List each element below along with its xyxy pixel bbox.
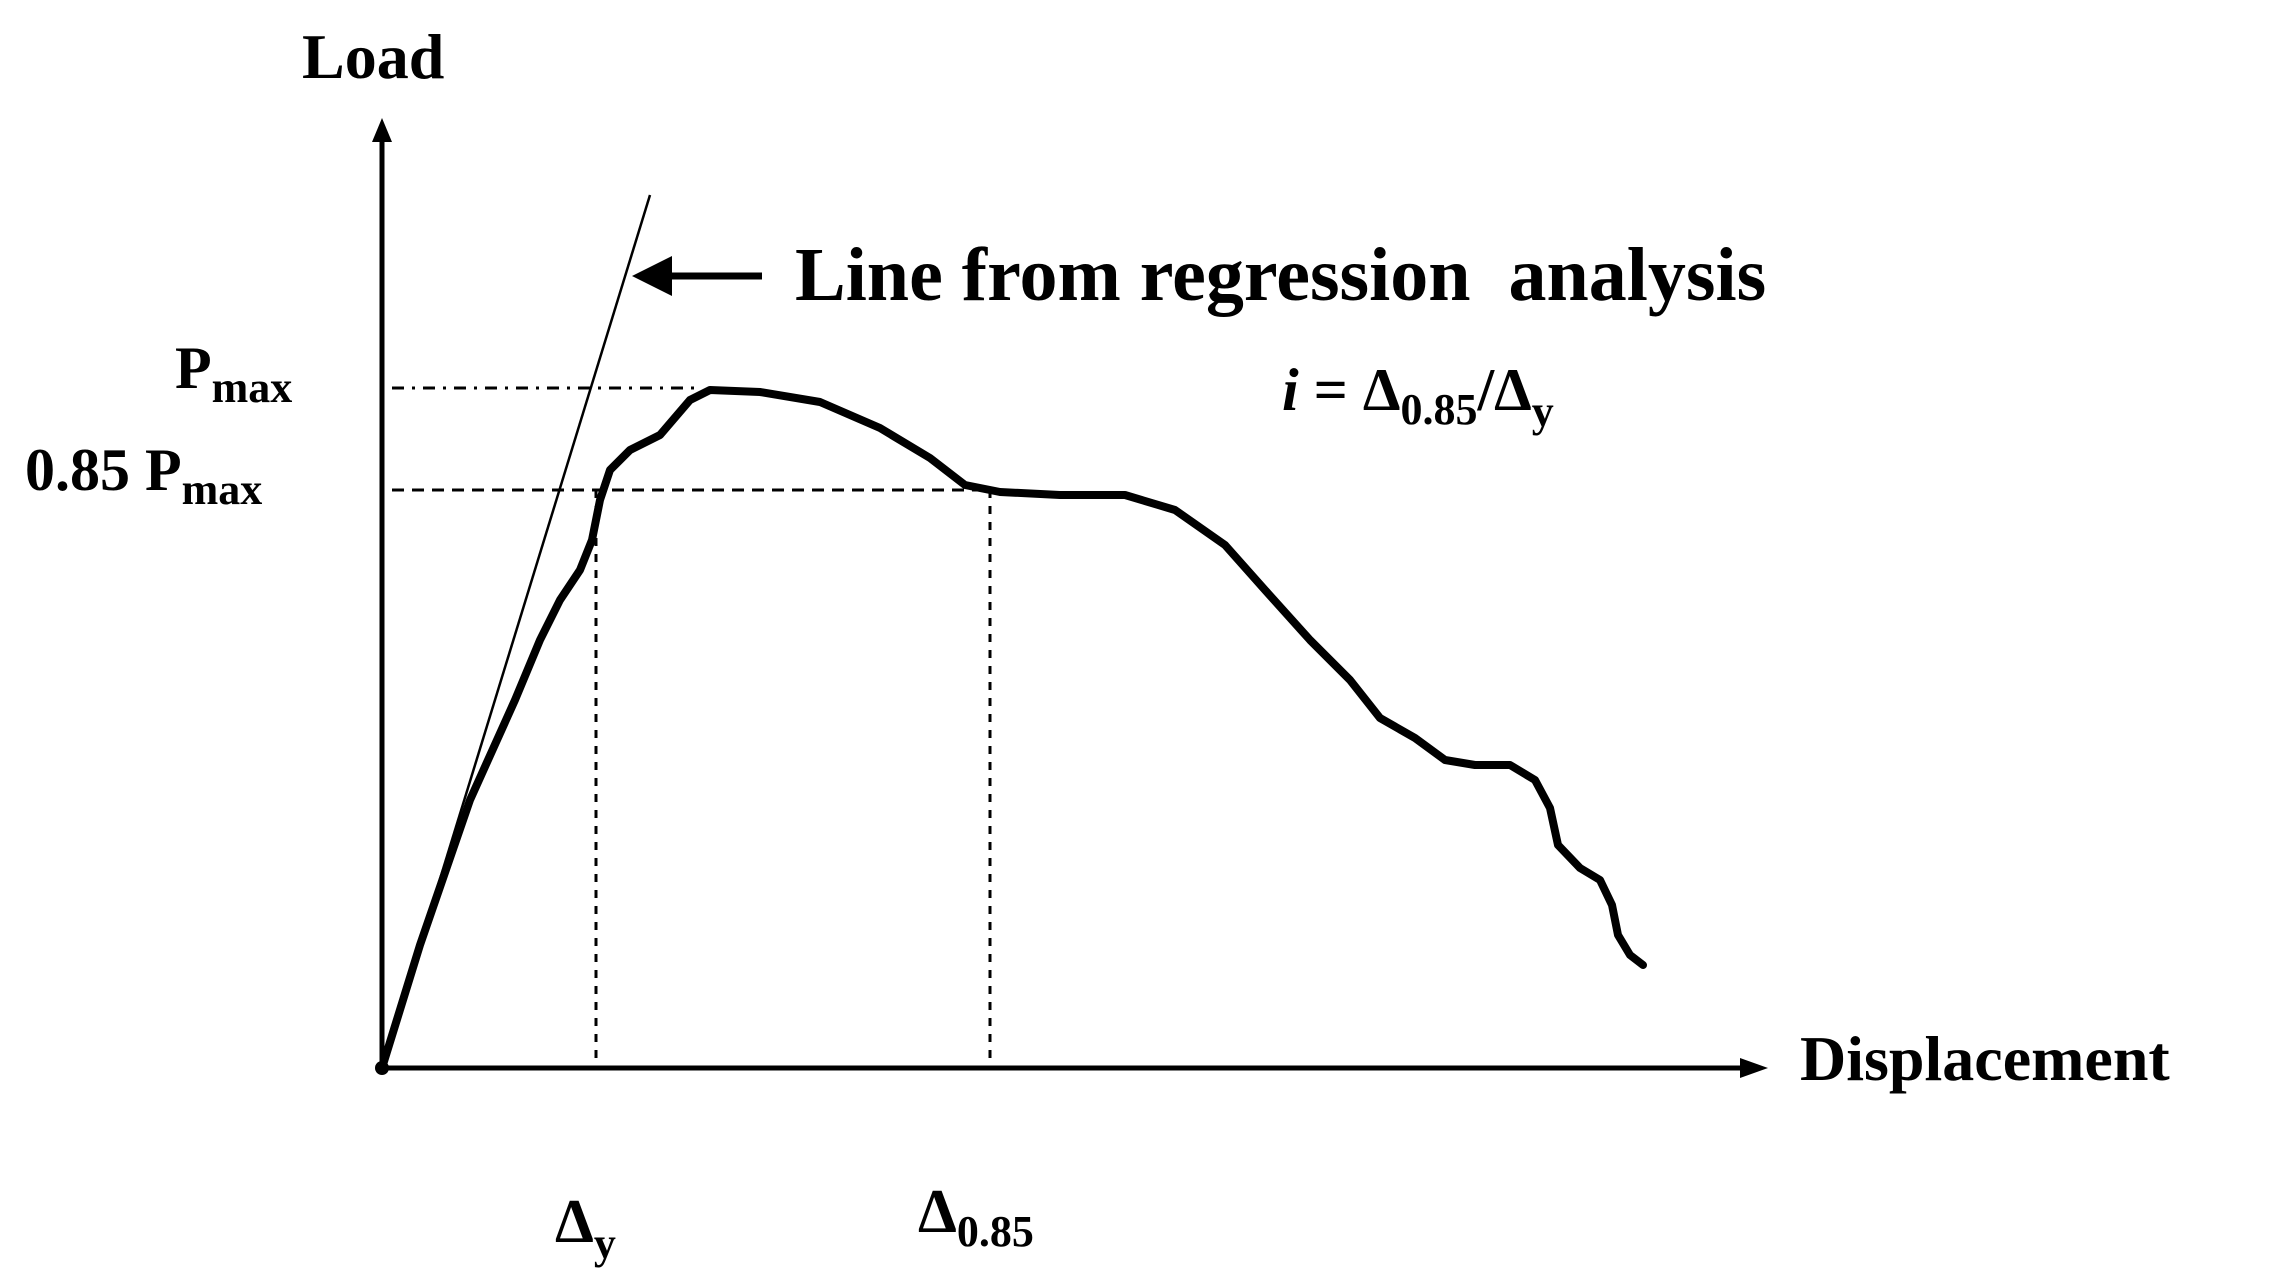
x-axis-arrowhead	[1740, 1058, 1768, 1078]
pmax-label: Pmax	[175, 335, 292, 412]
regression-pointer-arrowhead	[632, 256, 672, 296]
y-axis-arrowhead	[372, 118, 392, 142]
d085-subscript: 0.85	[957, 1207, 1034, 1256]
ductility-equation: i = Δ0.85/Δy	[1282, 357, 1554, 436]
dy-label: Δy	[555, 1188, 616, 1268]
load-displacement-curve	[378, 386, 1647, 1072]
p085-label: 0.85 Pmax	[25, 437, 262, 514]
d085-label: Δ0.85	[918, 1178, 1034, 1256]
dy-subscript: y	[594, 1219, 616, 1268]
regression-label: Line from regression analysis	[795, 233, 1766, 317]
pmax-subscript: max	[212, 363, 293, 412]
p085-subscript: max	[182, 465, 263, 514]
y-axis-label: Load	[302, 21, 444, 92]
x-axis-label: Displacement	[1800, 1023, 2170, 1094]
